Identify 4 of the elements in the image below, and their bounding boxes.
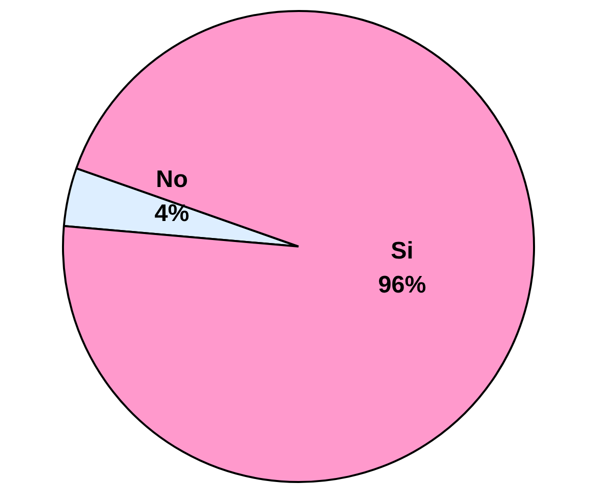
slice-label: Si bbox=[390, 238, 414, 265]
slice-label: No bbox=[156, 166, 188, 193]
data-label: 96% bbox=[378, 272, 426, 299]
data-label: 4% bbox=[154, 200, 190, 227]
